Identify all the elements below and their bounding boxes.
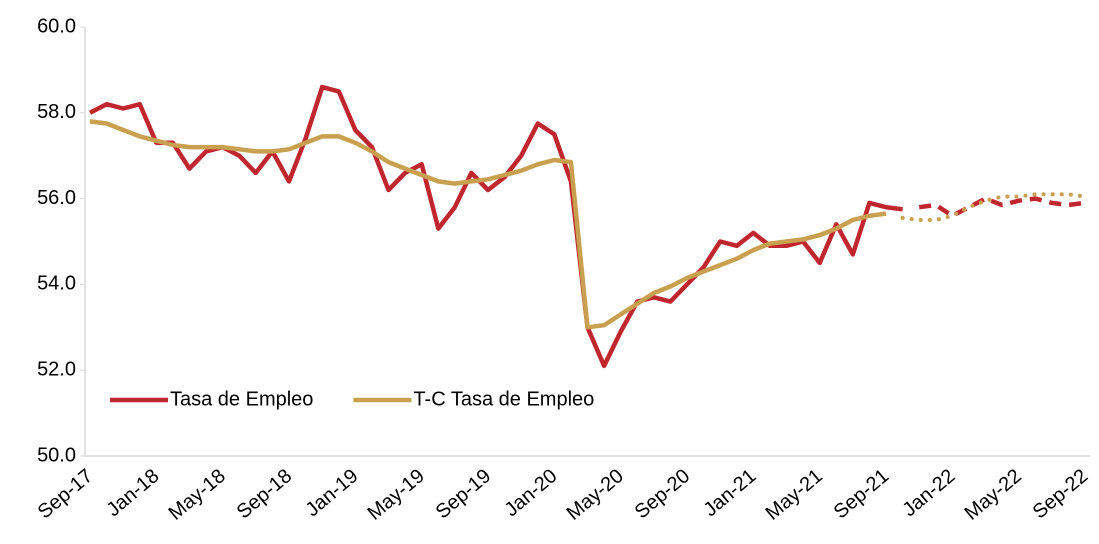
y-tick-label: 56.0 [37,187,76,209]
y-tick-label: 52.0 [37,358,76,380]
x-tick-label: May-22 [961,465,1026,525]
x-tick-label: Jan-21 [700,465,761,521]
x-tick-label: Sep-18 [233,465,297,523]
line [89,119,887,330]
y-tick-label: 50.0 [37,444,76,466]
x-tick-label: Jan-20 [501,465,562,521]
y-tick-label: 54.0 [37,273,76,295]
y-tick-label: 58.0 [37,101,76,123]
x-tick-label: May-19 [364,465,429,525]
x-tick-label: Jan-18 [103,465,164,521]
x-tick-label: May-20 [563,465,628,525]
forecast-line [900,192,1087,222]
x-tick-label: May-18 [165,465,230,525]
x-tick-label: Sep-20 [631,465,695,523]
legend-label: Tasa de Empleo [170,388,313,410]
y-tick-label: 60.0 [37,15,76,37]
x-tick-label: Sep-21 [830,465,894,523]
x-tick-label: May-21 [762,465,827,525]
forecast-line [918,196,1086,219]
line [88,84,903,369]
legend-label: T-C Tasa de Empleo [413,388,594,410]
x-tick-label: Sep-19 [432,465,496,523]
x-tick-label: Sep-17 [34,465,98,523]
x-tick-label: Sep-22 [1029,465,1093,523]
x-tick-label: Jan-19 [302,465,363,521]
x-tick-label: Jan-22 [899,465,960,521]
